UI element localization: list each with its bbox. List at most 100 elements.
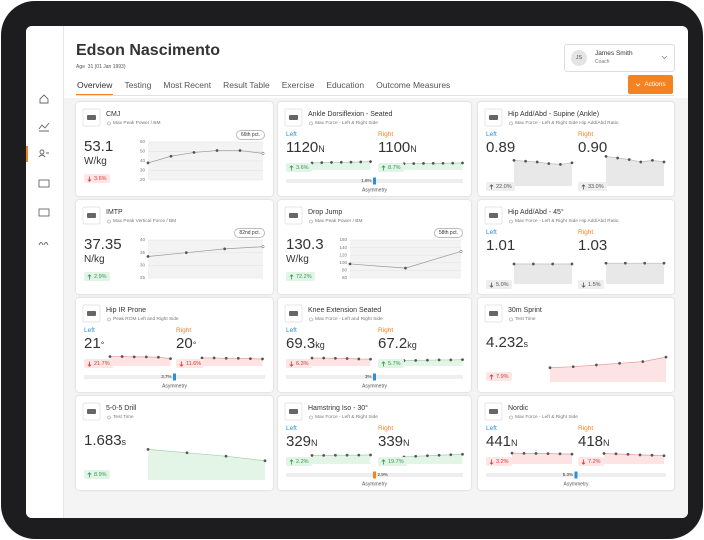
card[interactable]: 5.3% Asymmetry Nordic Max Force - Left & Ri… <box>478 396 674 490</box>
sparkline-point <box>623 261 627 265</box>
athlete-icon-body <box>38 152 49 158</box>
asymmetry-label: Asymmetry <box>362 187 388 193</box>
sparkline <box>147 449 266 462</box>
card-subtitle: Test Time <box>113 415 134 420</box>
sparkline-point <box>215 149 219 152</box>
arrow-path <box>581 282 586 288</box>
side-unit: ° <box>192 340 197 350</box>
arrow-path <box>179 361 184 367</box>
list-icon[interactable] <box>38 179 50 188</box>
change-arrow <box>581 459 586 465</box>
home-icon[interactable] <box>39 94 49 104</box>
card[interactable]: 1.8% Asymmetry Ankle Dorsiflexion - Seated… <box>278 102 471 196</box>
y-tick-label: 140 <box>339 245 347 250</box>
sparkline-point <box>638 453 642 457</box>
card-icon-glyph <box>87 213 96 218</box>
change-arrow <box>489 183 494 189</box>
user-role: Coach <box>595 59 610 65</box>
y-tick-label: 35 <box>140 250 146 255</box>
card[interactable]: 30m Sprint Test Time 4.232s 7.9% <box>478 298 674 392</box>
metric-unit: W/kg <box>84 156 107 167</box>
sparkline-point <box>650 453 654 457</box>
card[interactable]: 3% Asymmetry Knee Extension Seated Max Forc… <box>278 298 471 392</box>
y-tick-label: 40 <box>140 237 146 242</box>
tab[interactable]: Overview <box>76 80 114 95</box>
change-text: 7.9% <box>496 373 509 380</box>
y-tick-label: 80 <box>342 268 348 273</box>
card-subtitle: Test Time <box>515 317 536 322</box>
sparkline-point <box>425 454 429 458</box>
tab[interactable]: Education <box>326 80 365 90</box>
y-tick-label: 160 <box>339 237 347 242</box>
arrow-path <box>289 361 294 367</box>
change-pill: 1.5% <box>578 280 604 289</box>
stats-icon[interactable] <box>38 122 50 132</box>
card-icon-glyph <box>87 311 96 316</box>
arrow-path <box>289 273 294 279</box>
sparkline-point <box>618 361 622 365</box>
metric-unit: N/kg <box>84 254 105 265</box>
user-menu[interactable]: JS James Smith Coach <box>564 44 675 72</box>
sparkline-point <box>547 162 551 166</box>
side-label: Right <box>578 131 594 138</box>
actions-button[interactable]: Actions <box>628 75 673 94</box>
sparkline-area <box>606 156 664 186</box>
change-text: 1.5% <box>588 281 601 288</box>
change-text: 8.9% <box>94 471 107 478</box>
side-value: 1100 <box>378 139 411 156</box>
asymmetry-label: Asymmetry <box>564 481 590 487</box>
subtitle-icon <box>309 121 313 126</box>
card[interactable]: 160 140 120 100 80 60 Drop Jump Max Peak Power … <box>278 200 471 294</box>
actions-chevron <box>635 82 641 87</box>
sparkline-point <box>333 453 337 457</box>
athlete-icon[interactable] <box>39 149 45 155</box>
sparkline <box>403 359 463 361</box>
card-icon-glyph <box>489 311 498 316</box>
age: Age 31 (01 Jan 1993) <box>76 64 126 70</box>
tab[interactable]: Result Table <box>223 80 270 90</box>
side-value: 441 <box>486 433 512 450</box>
card[interactable]: 40 35 30 25 IMTP Max Peak Vertical Force / BM… <box>76 200 273 294</box>
sparkline-point <box>236 356 240 360</box>
sparkline-point <box>310 356 314 360</box>
card[interactable]: 3.7% Asymmetry Hip IR Prone Peak ROM Left a… <box>76 298 273 392</box>
card[interactable]: Hip Add/Abd - 45° Max Force - Left & Righ… <box>478 200 674 294</box>
asymmetry-value: 1.8% <box>361 178 371 183</box>
tab[interactable]: Most Recent <box>163 80 212 90</box>
sparkline-point <box>431 161 435 165</box>
side-metric: 441N <box>486 433 518 451</box>
sparkline-point <box>261 151 265 155</box>
change-pill: 22.0% <box>486 182 515 191</box>
folder-icon[interactable] <box>38 208 50 217</box>
age-value: 31 (01 Jan 1993) <box>87 64 126 70</box>
card[interactable]: 60 50 40 30 20 CMJ Max Peak Power / BM 53.1 W/kg… <box>76 102 273 196</box>
sparkline-point <box>558 162 562 166</box>
sparkline-point <box>626 452 630 456</box>
sparkline-point <box>441 161 445 165</box>
group-icon[interactable] <box>38 242 49 246</box>
sparkline-point <box>322 356 326 360</box>
metric: 37.35 <box>84 236 122 254</box>
side-metric: 1.03 <box>578 237 607 255</box>
change-pill: 11.6% <box>176 359 205 368</box>
arrow-path <box>381 164 386 170</box>
side-value: 418 <box>578 433 604 450</box>
side-unit: N <box>311 438 318 448</box>
card-icon-glyph <box>87 115 96 120</box>
sparkline-area <box>514 264 572 284</box>
card[interactable]: 5-0-5 Drill Test Time 1.683s 8.9% <box>76 396 273 490</box>
tab[interactable]: Testing <box>124 80 152 90</box>
tab[interactable]: Exercise <box>281 80 315 90</box>
card[interactable]: 2.9% Asymmetry Hamstring Iso - 30° Max Forc… <box>278 396 471 490</box>
sparkline-point <box>224 356 228 360</box>
side-value: 1120 <box>286 139 319 156</box>
y-tick-label: 30 <box>140 263 146 268</box>
sparkline-point <box>422 161 425 165</box>
card[interactable]: Hip Add/Abd - Supine (Ankle) Max Force - … <box>478 102 674 196</box>
subtitle-icon <box>309 219 313 224</box>
sparkline-point <box>604 154 608 158</box>
sparkline-point <box>248 357 252 361</box>
tab[interactable]: Outcome Measures <box>376 80 451 90</box>
side-label: Left <box>486 131 497 138</box>
sparkline <box>312 357 371 360</box>
